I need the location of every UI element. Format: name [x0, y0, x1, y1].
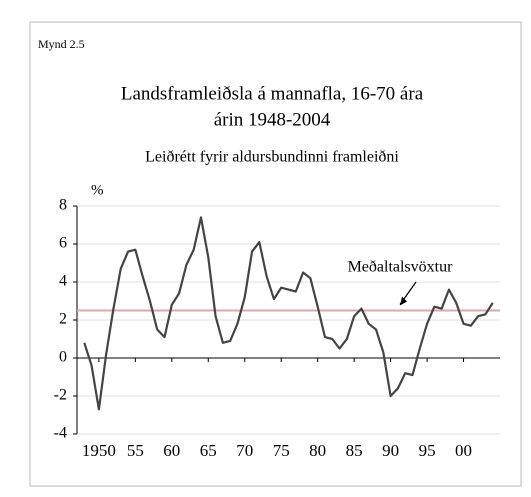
x-tick-label: 70 [236, 441, 253, 460]
y-tick-label: 6 [59, 235, 67, 252]
chart-title: Landsframleiðsla á mannafla, 16-70 ára [121, 83, 424, 104]
arrow-head [400, 296, 407, 306]
x-tick-label: 1950 [82, 441, 116, 460]
x-tick-label: 65 [200, 441, 217, 460]
chart-subtitle: Leiðrétt fyrir aldursbundinni framleiðni [145, 149, 399, 166]
y-tick-label: -4 [54, 425, 67, 442]
x-tick-label: 75 [273, 441, 290, 460]
frame [29, 21, 522, 487]
x-tick-label: 00 [455, 441, 472, 460]
y-tick-label: 2 [59, 311, 67, 328]
x-tick-label: 60 [163, 441, 180, 460]
x-tick-label: 95 [419, 441, 436, 460]
x-tick-label: 90 [382, 441, 399, 460]
x-tick-label: 55 [127, 441, 144, 460]
chart-title: árin 1948-2004 [214, 109, 331, 130]
x-tick-label: 85 [346, 441, 363, 460]
y-unit: % [91, 182, 104, 198]
figure-label: Mynd 2.5 [38, 37, 85, 51]
y-tick-label: 8 [59, 197, 67, 214]
y-tick-label: 0 [59, 349, 67, 366]
y-tick-label: 4 [59, 273, 67, 290]
x-tick-label: 80 [309, 441, 326, 460]
data-line [83, 216, 494, 411]
average-label: Meðaltalsvöxtur [348, 259, 454, 276]
y-tick-label: -2 [54, 387, 67, 404]
